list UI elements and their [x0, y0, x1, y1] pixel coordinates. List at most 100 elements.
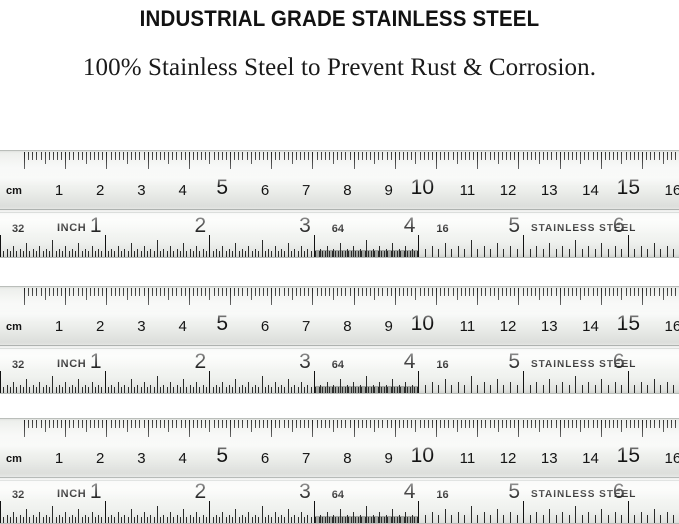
metric-tick [563, 288, 565, 296]
imperial-tick [601, 509, 603, 524]
metric-tick [670, 152, 672, 160]
metric-tick [225, 288, 227, 296]
metric-tick [563, 152, 565, 160]
metric-tick [403, 420, 404, 428]
ruler-bottom-edge [0, 257, 679, 258]
metric-tick [427, 152, 429, 160]
metric-tick [114, 288, 116, 296]
metric-tick [61, 152, 63, 160]
metric-tick [394, 288, 396, 305]
metric-tick [366, 152, 367, 160]
imperial-tick [0, 501, 1, 524]
metric-tick [102, 420, 104, 428]
metric-number: 13 [540, 318, 558, 335]
metric-tick [69, 420, 71, 428]
metric-tick [469, 420, 470, 428]
metric-tick [188, 152, 190, 169]
imperial-tick [235, 243, 237, 258]
metric-tick [493, 152, 495, 160]
metric-tick [543, 288, 545, 296]
imperial-tick [523, 371, 524, 394]
metric-tick [357, 420, 359, 428]
metric-tick [283, 420, 285, 428]
metric-tick [172, 420, 174, 428]
metric-tick [209, 420, 211, 432]
imperial-tick [261, 240, 263, 258]
metric-tick [316, 152, 318, 160]
metric-tick [539, 288, 540, 300]
metric-tick [353, 288, 355, 305]
metric-tick [341, 288, 343, 296]
metric-tick [489, 152, 491, 160]
metric-tick [61, 288, 63, 296]
metric-tick [135, 420, 137, 428]
metric-tick [147, 152, 149, 169]
metric-tick [473, 420, 475, 428]
ruler-2: cm 1 2 3 4 5 6 7 8 9 10 11 12 13 14 15 16 32 INCH 1 2 3 4 5 6 64 1… [0, 286, 679, 394]
metric-number: 3 [137, 318, 146, 335]
metric-tick [131, 288, 133, 296]
metric-tick [155, 152, 157, 160]
metric-number: 16 [664, 318, 679, 335]
metric-tick [559, 152, 561, 169]
metric-tick [448, 152, 450, 160]
metric-tick [514, 152, 516, 160]
metric-tick [440, 152, 442, 160]
metric-number: 7 [302, 318, 311, 335]
metric-number: 6 [260, 182, 270, 199]
metric-tick [576, 152, 578, 160]
metric-tick [654, 420, 656, 428]
metric-tick [127, 420, 128, 432]
metric-tick [324, 152, 326, 160]
ruler-top-edge [0, 150, 679, 151]
imperial-tick [653, 509, 655, 524]
imperial-tick [0, 371, 1, 394]
metric-tick [584, 420, 586, 428]
metric-tick [460, 420, 462, 428]
metric-tick [164, 420, 166, 428]
metric-tick [489, 288, 491, 296]
metric-tick [456, 152, 458, 164]
metric-tick [481, 152, 483, 160]
metric-tick [320, 288, 322, 296]
metric-tick [617, 288, 619, 296]
metric-tick [89, 420, 91, 428]
metric-tick [44, 152, 46, 164]
metric-tick [28, 420, 30, 428]
metric-tick [415, 420, 417, 432]
metric-tick [666, 420, 668, 428]
imperial-tick [575, 506, 577, 524]
imperial-tick [104, 371, 106, 394]
metric-tick [592, 420, 594, 428]
metric-number-row: cm 1 2 3 4 5 6 7 8 9 10 11 12 13 14 15 16 [0, 172, 679, 198]
metric-tick [555, 288, 557, 296]
metric-tick [57, 152, 58, 160]
metric-tick [407, 420, 409, 428]
metric-tick [600, 288, 602, 305]
metric-tick [650, 288, 652, 296]
metric-tick [316, 288, 318, 296]
metric-tick [609, 152, 610, 160]
metric-tick [567, 420, 569, 428]
imperial-tick-strip [0, 368, 679, 394]
metric-tick [258, 420, 260, 428]
metric-number: 9 [384, 182, 393, 199]
metric-tick [234, 420, 236, 428]
metric-tick [390, 420, 392, 428]
metric-tick [415, 288, 417, 300]
metric-tick [275, 152, 277, 160]
imperial-tick [0, 235, 1, 258]
metric-tick [534, 420, 536, 428]
metric-tick [510, 288, 512, 296]
metric-tick [407, 288, 409, 296]
metric-number: 4 [178, 450, 187, 467]
imperial-tick [156, 506, 158, 524]
metric-number: 8 [343, 182, 352, 199]
metric-tick [353, 152, 355, 169]
metric-tick [604, 152, 606, 160]
metric-unit-label: cm [6, 321, 22, 333]
metric-tick [164, 152, 166, 160]
imperial-tick [601, 379, 603, 394]
metric-tick [73, 152, 75, 160]
ruler-bottom-edge [0, 393, 679, 394]
